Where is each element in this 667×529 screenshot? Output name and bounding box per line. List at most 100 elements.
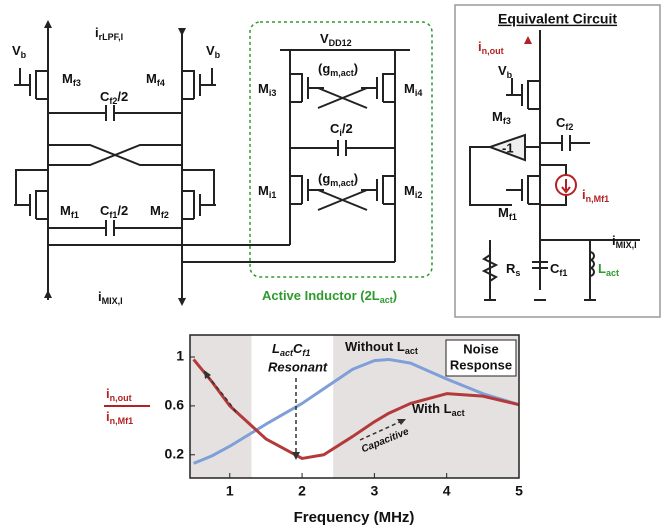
text-part: /2 <box>342 121 353 136</box>
equivalent-box <box>454 4 661 318</box>
subscript: s <box>515 268 520 278</box>
wire <box>561 135 571 151</box>
text-part: ) <box>354 61 358 76</box>
subscript: f4 <box>157 78 165 88</box>
label: iMIX,I <box>612 233 637 250</box>
text-part: Without L <box>345 339 405 354</box>
subscript: MIX,I <box>616 240 637 250</box>
wire <box>527 175 540 205</box>
subscript: act <box>405 346 418 356</box>
label: Vb <box>12 43 27 60</box>
subscript: i4 <box>415 88 423 98</box>
wire <box>182 190 195 220</box>
subscript: f2 <box>109 96 117 106</box>
subscript: n,Mf1 <box>110 416 134 426</box>
annotation: Without Lact <box>345 339 418 356</box>
arrow <box>203 371 405 455</box>
subscript: b <box>21 50 27 60</box>
text-part: M <box>62 71 73 86</box>
label: Cf1 <box>550 261 567 278</box>
label: irLPF,I <box>95 25 123 42</box>
text-part: C <box>556 115 566 130</box>
wire <box>506 84 523 106</box>
text-part: C <box>293 341 303 356</box>
label: VDD12 <box>320 31 352 48</box>
label: Cf2 <box>556 115 573 132</box>
wire <box>532 261 548 269</box>
subscript: act <box>452 408 465 418</box>
text-part: V <box>320 31 329 46</box>
text-part: ) <box>393 288 397 303</box>
subscript: i3 <box>269 88 277 98</box>
wire <box>337 140 347 156</box>
shaded-region <box>190 335 252 478</box>
text-part: M <box>146 71 157 86</box>
subscript: m,act <box>330 68 354 78</box>
wire <box>589 251 595 277</box>
text-part: i <box>106 386 110 401</box>
subscript: act <box>280 348 294 358</box>
text-part: /2 <box>117 203 128 218</box>
text-part: L <box>272 341 280 356</box>
x-tick-label: 1 <box>226 483 234 499</box>
text-part: M <box>404 183 415 198</box>
wire <box>14 74 31 96</box>
text-part: C <box>100 89 110 104</box>
subscript: b <box>215 50 221 60</box>
wire <box>19 68 213 85</box>
noise-box <box>445 339 517 377</box>
line <box>192 358 520 460</box>
subscript: f3 <box>503 116 511 126</box>
annotation: Resonant <box>268 359 328 374</box>
text-part: C <box>330 121 340 136</box>
label: Cf1/2 <box>100 203 128 220</box>
subscript: n,out <box>482 46 504 56</box>
wire <box>382 73 395 103</box>
text-part: R <box>506 261 516 276</box>
text-part: M <box>258 183 269 198</box>
subscript: m,act <box>330 178 354 188</box>
subscript: n,out <box>110 393 132 403</box>
wire <box>199 74 216 96</box>
subscript: act <box>606 268 619 278</box>
wire <box>361 179 378 201</box>
text-part: M <box>60 203 71 218</box>
text-part: V <box>12 43 21 58</box>
chart: 0.2 0.6 1 1 2 3 4 5 <box>165 334 523 499</box>
wire <box>307 77 324 99</box>
subscript: f1 <box>71 210 79 220</box>
label: Vb <box>206 43 221 60</box>
annotation: Response <box>450 357 512 372</box>
label: (gm,act) <box>318 61 358 78</box>
text-part: M <box>492 109 503 124</box>
subscript: n,Mf1 <box>586 194 610 204</box>
text-part: C <box>100 203 110 218</box>
text-part: M <box>404 81 415 96</box>
subscript: act <box>380 295 393 305</box>
text-part: ) <box>354 171 358 186</box>
label: iMIX,I <box>98 289 123 306</box>
text-part: V <box>498 63 507 78</box>
y-tick-label: 1 <box>176 348 184 364</box>
text-part: (g <box>318 61 330 76</box>
wires <box>14 20 640 306</box>
label: Vb <box>498 63 513 80</box>
subscript: rLPF,I <box>99 32 124 42</box>
text-part: i <box>95 25 99 40</box>
wire <box>527 80 540 110</box>
text-part: M <box>150 203 161 218</box>
wire <box>307 179 324 201</box>
label: Mf1 <box>60 203 79 220</box>
subscript: f1 <box>559 268 567 278</box>
label: (gm,act) <box>318 171 358 188</box>
subscript: DD12 <box>329 38 352 48</box>
y-label-numerator: in,out <box>106 386 132 403</box>
subscript: i <box>339 128 342 138</box>
wire <box>317 87 368 211</box>
subscript: f1 <box>302 348 310 358</box>
text-part: (g <box>318 171 330 186</box>
text-part: L <box>598 261 606 276</box>
label: Mf3 <box>492 109 511 126</box>
line <box>193 357 520 465</box>
